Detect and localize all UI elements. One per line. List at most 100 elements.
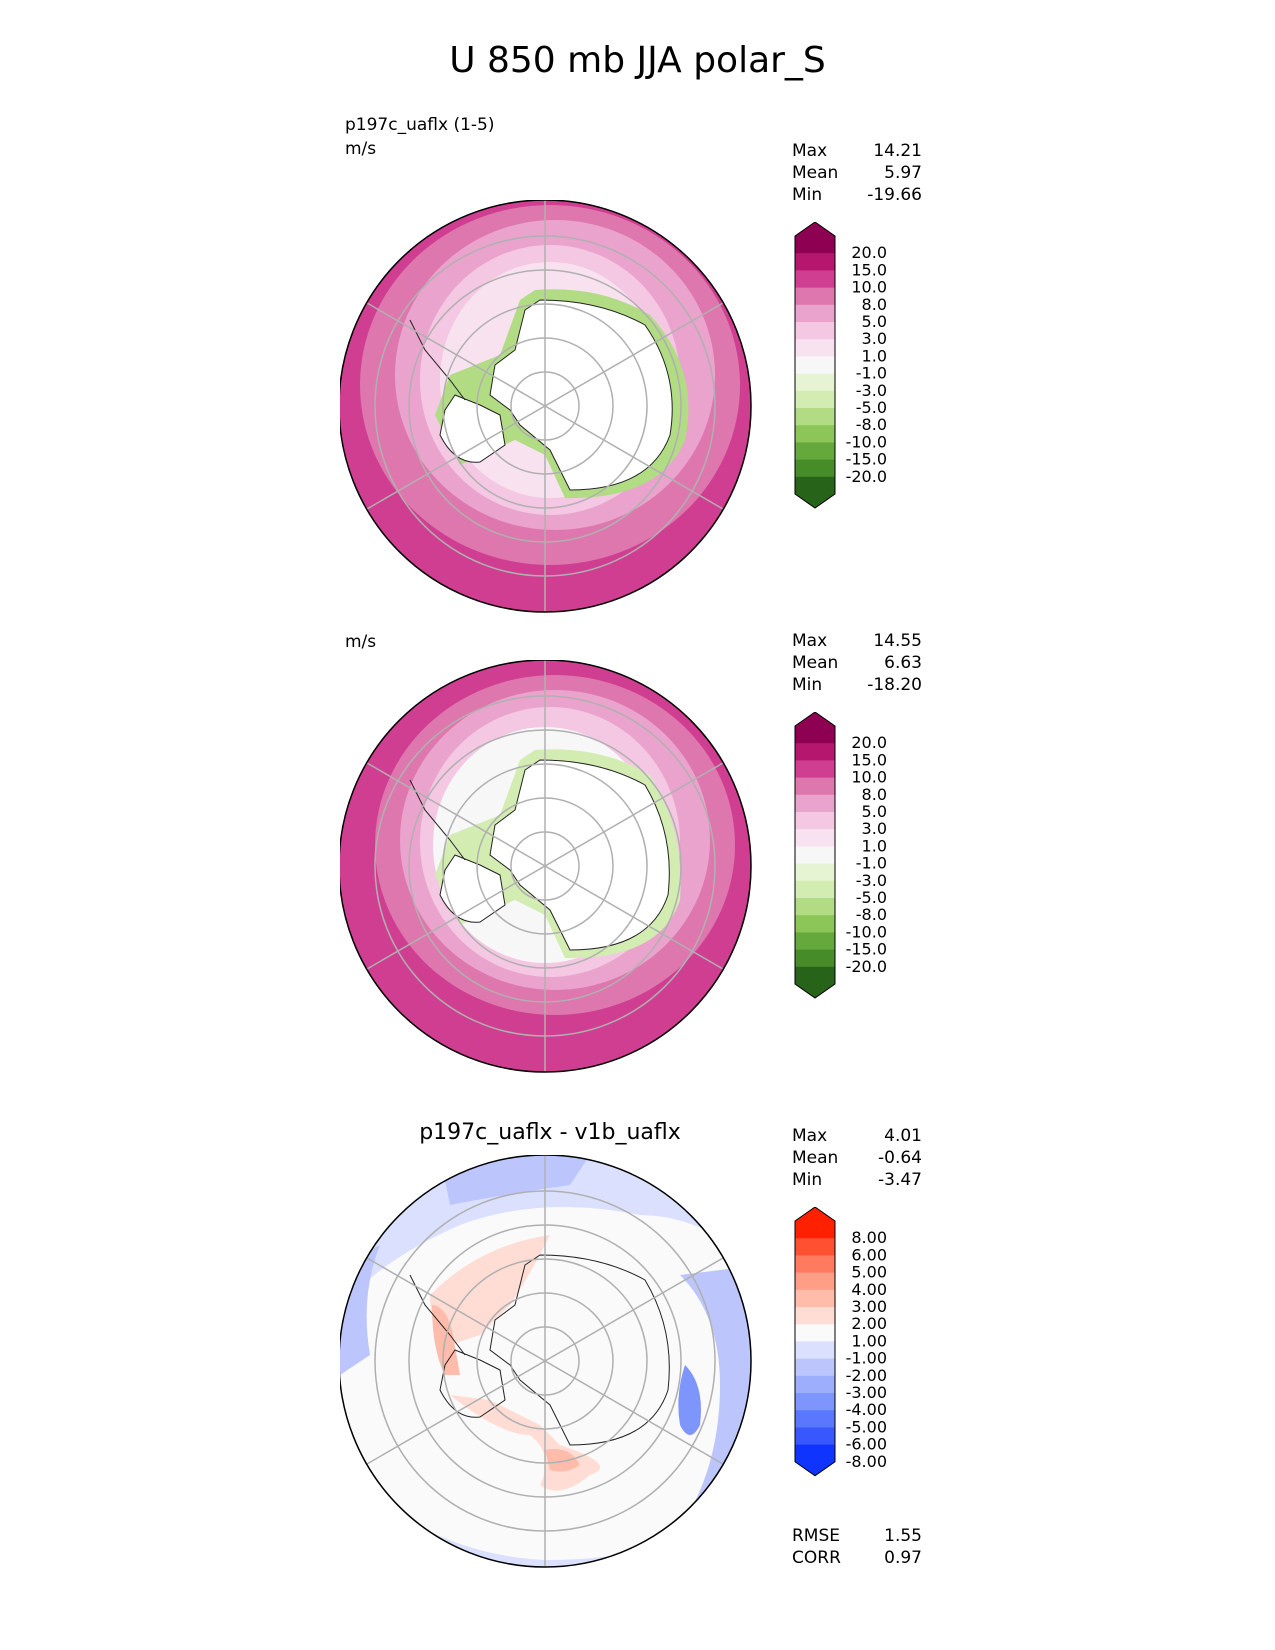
colorbar-tick-label: 10.0 [851, 768, 887, 787]
colorbar-tick-label: 1.0 [862, 836, 887, 855]
colorbar-outline [794, 1207, 836, 1477]
neg-band-top [340, 1155, 751, 1305]
neg-band-right-strong [678, 1365, 701, 1435]
colorbar-tick-label: -15.0 [846, 450, 887, 469]
colorbar-swatch [795, 425, 835, 443]
coastline [409, 759, 670, 951]
colorbar-swatch [795, 459, 835, 478]
colorbar-swatch [795, 1393, 835, 1411]
colorbar-swatch [795, 1427, 835, 1446]
map-boundary [340, 660, 752, 1073]
colorbar-tick-label: -20.0 [846, 957, 887, 976]
colorbar-outline [794, 712, 836, 999]
colorbar-swatch [795, 390, 835, 409]
min-label: Min [792, 675, 823, 695]
mean-value: -0.64 [878, 1148, 922, 1168]
error-metrics: RMSE 1.55 CORR 0.97 [792, 1525, 922, 1569]
colorbar-tick-label: -5.0 [856, 398, 887, 417]
colorbar-tick-label: -1.0 [856, 364, 887, 383]
min-label: Min [792, 185, 823, 205]
rmse-label: RMSE [792, 1526, 841, 1546]
coastline [409, 299, 673, 491]
colorbar-swatch [795, 270, 835, 289]
colorbar-swatch [795, 476, 835, 495]
max-value: 4.01 [884, 1126, 922, 1146]
colorbar-tick-label: 15.0 [851, 750, 887, 769]
colorbar-tick-label: -15.0 [846, 940, 887, 959]
graticule [366, 200, 724, 612]
colorbar-swatch [795, 253, 835, 271]
colorbar-swatch [795, 442, 835, 461]
polar-map [340, 200, 752, 613]
colorbar-tick-label: 1.00 [851, 1331, 887, 1350]
colorbar-tick-label: -20.0 [846, 467, 887, 486]
colorbar: 20.015.010.08.05.03.01.0-1.0-3.0-5.0-8.0… [794, 712, 887, 999]
antarctica-land [490, 300, 673, 490]
stats-box: Max 14.21 Mean 5.97 Min -19.66 [792, 140, 922, 206]
colorbar: 8.006.005.004.003.002.001.00-1.00-2.00-3… [794, 1207, 887, 1477]
panel-test: p197c_uaflx (1-5) m/s Max 14.21 [0, 115, 1275, 630]
colorbar-swatch [795, 898, 835, 916]
colorbar-tick-label: -6.00 [846, 1435, 887, 1454]
min-value: -18.20 [867, 675, 922, 695]
colorbar-swatch [795, 304, 835, 323]
max-label: Max [792, 631, 828, 651]
graticule [366, 1155, 724, 1567]
mean-label: Mean [792, 1148, 839, 1168]
max-label: Max [792, 141, 828, 161]
mean-label: Mean [792, 163, 839, 183]
min-label: Min [792, 1170, 823, 1190]
colorbar-swatch [795, 829, 835, 847]
mean-value: 5.97 [884, 163, 922, 183]
colorbar-extend-max [795, 1207, 835, 1221]
colorbar-swatch [795, 949, 835, 968]
colorbar-tick-label: -2.00 [846, 1366, 887, 1385]
colorbar-swatch [795, 373, 835, 392]
colorbar-tick-label: -1.0 [856, 854, 887, 873]
colorbar-outline [794, 222, 836, 509]
stats-box: Max 4.01 Mean -0.64 Min -3.47 [792, 1125, 922, 1191]
polar-map [340, 1155, 752, 1568]
colorbar-tick-label: 1.0 [862, 346, 887, 365]
colorbar-tick-label: -4.00 [846, 1400, 887, 1419]
colorbar-extend-min [795, 494, 835, 508]
corr-value: 0.97 [884, 1548, 922, 1568]
mean-value: 6.63 [884, 653, 922, 673]
colorbar-extend-max [795, 222, 835, 236]
colorbar-tick-label: 3.00 [851, 1297, 887, 1316]
colorbar-tick-label: 4.00 [851, 1280, 887, 1299]
colorbar-tick-label: 8.0 [862, 295, 887, 314]
panel-label: p197c_uaflx (1-5) m/s [345, 113, 494, 161]
colorbar-swatch [795, 1307, 835, 1325]
max-value: 14.55 [873, 631, 922, 651]
colorbar-tick-label: -3.0 [856, 381, 887, 400]
coastline [409, 1254, 670, 1446]
mean-label: Mean [792, 653, 839, 673]
colorbar-swatch [795, 408, 835, 426]
colorbar-swatch [795, 932, 835, 951]
colorbar-swatch [795, 863, 835, 882]
panel-title: p197c_uaflx - v1b_uaflx [419, 1120, 681, 1145]
colorbar-tick-label: 5.00 [851, 1263, 887, 1282]
colorbar-tick-label: 15.0 [851, 260, 887, 279]
pos-band-bottom-strong [545, 1449, 580, 1472]
rmse-value: 1.55 [884, 1526, 922, 1546]
colorbar-extend-min [795, 984, 835, 998]
panel-difference: p197c_uaflx - v1b_uaflx [0, 1120, 1275, 1620]
colorbar-tick-label: -3.0 [856, 871, 887, 890]
colorbar-swatch [795, 760, 835, 779]
colorbar-tick-label: 10.0 [851, 278, 887, 297]
map-boundary [340, 200, 752, 613]
colorbar-swatch [795, 236, 835, 254]
colorbar-tick-label: -8.0 [856, 905, 887, 924]
colorbar-tick-label: -8.00 [846, 1452, 887, 1471]
colorbar-tick-label: 8.0 [862, 785, 887, 804]
colorbar-swatch [795, 339, 835, 357]
colorbar-swatch [795, 356, 835, 375]
antarctica-land [490, 760, 670, 950]
panel-label: m/s [345, 630, 376, 654]
colorbar-swatch [795, 1375, 835, 1394]
colorbar-tick-label: -1.00 [846, 1349, 887, 1368]
min-value: -19.66 [867, 185, 922, 205]
colorbar-tick-label: -5.0 [856, 888, 887, 907]
